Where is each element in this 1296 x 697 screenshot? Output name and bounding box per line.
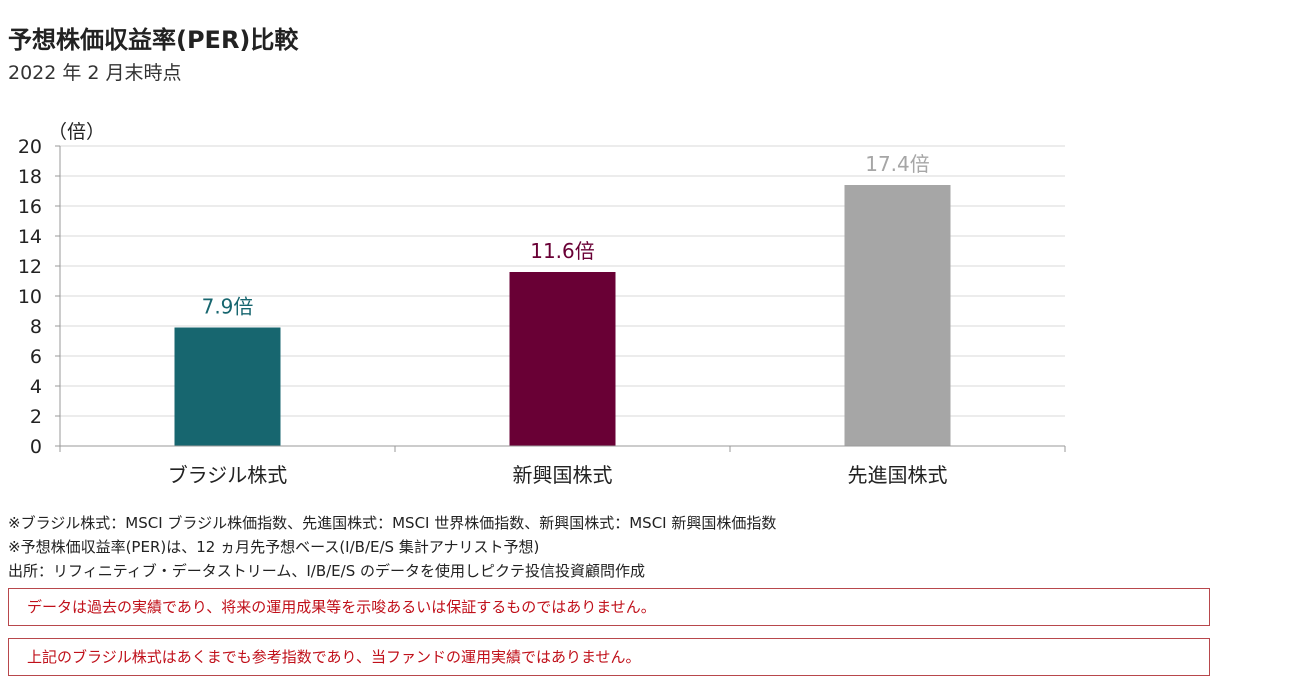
disclaimer-reference-index: 上記のブラジル株式はあくまでも参考指数であり、当ファンドの運用実績ではありません… xyxy=(8,638,1210,676)
data-label-2: 17.4倍 xyxy=(865,152,930,176)
chart-subtitle: 2022 年 2 月末時点 xyxy=(8,62,182,84)
y-tick-label: 18 xyxy=(18,166,42,188)
data-label-1: 11.6倍 xyxy=(530,239,595,263)
footnotes: ※ブラジル株式：MSCI ブラジル株価指数、先進国株式：MSCI 世界株価指数、… xyxy=(8,511,776,583)
category-label-1: 新興国株式 xyxy=(513,463,613,487)
bar-1 xyxy=(509,272,616,446)
y-tick-label: 4 xyxy=(30,376,42,398)
y-tick-label: 14 xyxy=(18,226,42,248)
disclaimer-past-performance: データは過去の実績であり、将来の運用成果等を示唆あるいは保証するものではありませ… xyxy=(8,588,1210,626)
category-label-0: ブラジル株式 xyxy=(168,463,288,487)
y-tick-label: 8 xyxy=(30,316,42,338)
y-tick-label: 6 xyxy=(30,346,42,368)
y-tick-label: 16 xyxy=(18,196,42,218)
y-tick-label: 10 xyxy=(18,286,42,308)
category-label-2: 先進国株式 xyxy=(848,463,948,487)
axes: 0 2 4 6 8 10 12 14 16 18 20 ブラジル株式 新興国株式 先進国株式 xyxy=(18,136,1066,487)
per-bar-chart: 7.9倍 11.6倍 17.4倍 0 2 4 6 8 10 12 14 16 18 20 ブラジル株式 新興… xyxy=(18,121,1066,487)
data-label-0: 7.9倍 xyxy=(202,295,254,319)
bars xyxy=(174,185,951,446)
footnote-source: 出所：リフィニティブ・データストリーム、I/B/E/S のデータを使用しピクテ投… xyxy=(8,562,645,580)
chart-title: 予想株価収益率(PER)比較 xyxy=(8,26,299,54)
y-tick-label: 12 xyxy=(18,256,42,278)
footnote-index-definitions: ※ブラジル株式：MSCI ブラジル株価指数、先進国株式：MSCI 世界株価指数、… xyxy=(8,514,777,532)
y-axis-unit-label: （倍） xyxy=(48,121,105,143)
bar-2 xyxy=(844,185,951,446)
y-tick-label: 20 xyxy=(18,136,42,158)
y-tick-label: 0 xyxy=(30,436,42,458)
footnote-per-basis: ※予想株価収益率(PER)は、12 ヵ月先予想ベース(I/B/E/S 集計アナリ… xyxy=(8,538,540,556)
y-tick-label: 2 xyxy=(30,406,42,428)
bar-0 xyxy=(174,327,281,446)
data-labels: 7.9倍 11.6倍 17.4倍 xyxy=(202,152,930,319)
